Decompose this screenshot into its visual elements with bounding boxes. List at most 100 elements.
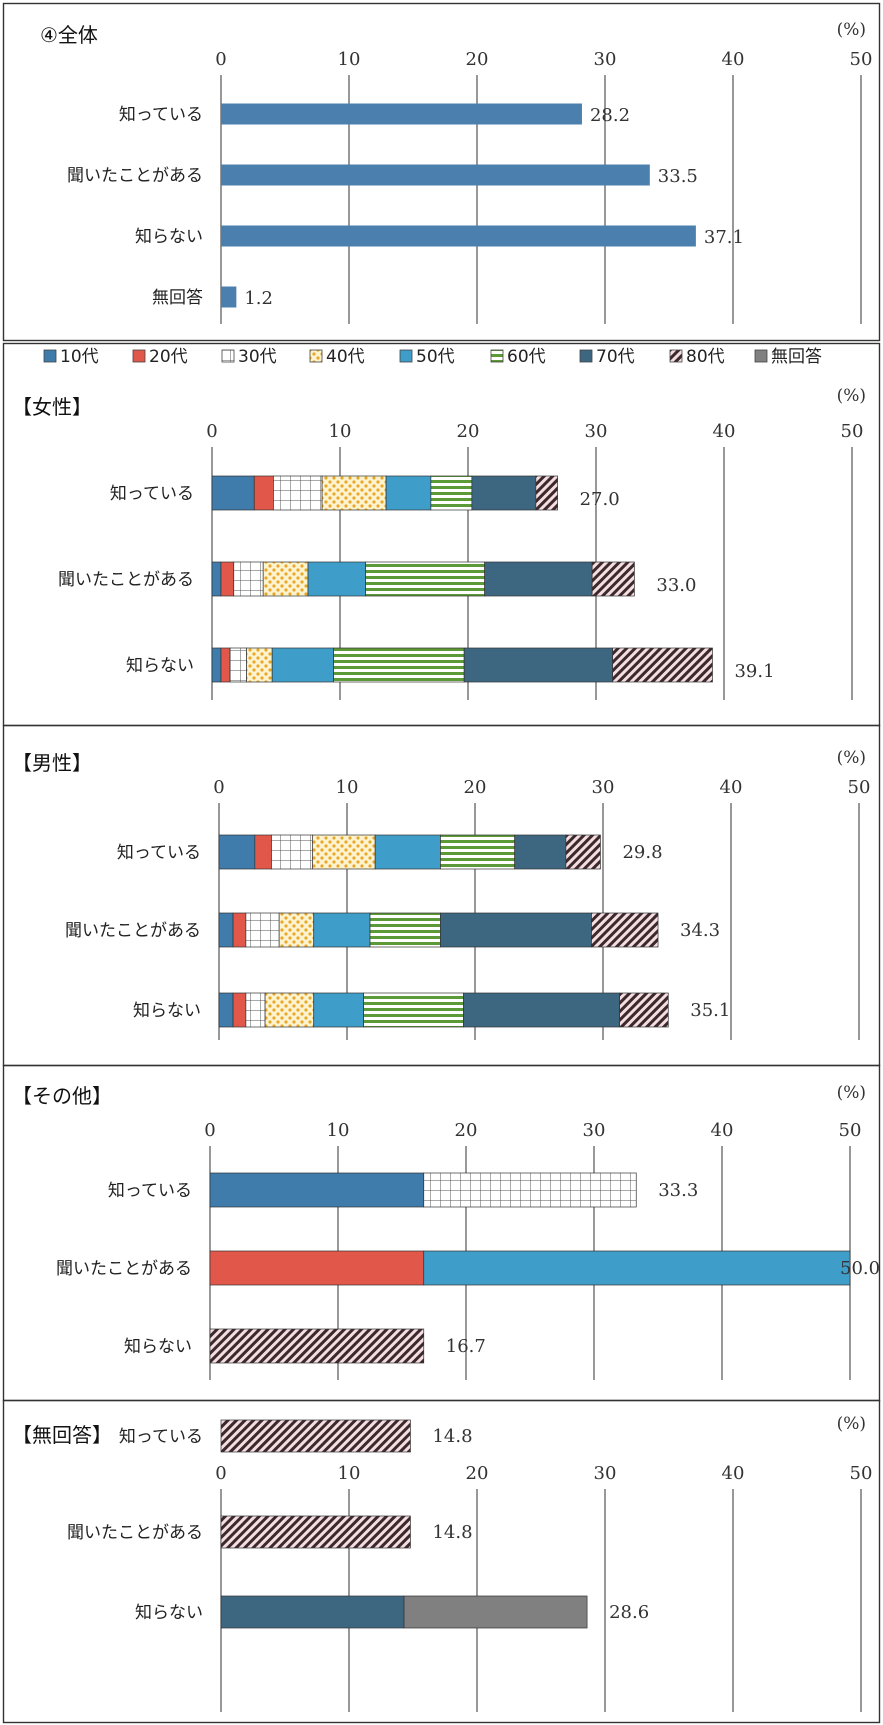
data-label: 14.8 — [432, 1522, 472, 1543]
chart-panel: 【女性】 (%) 0 10 20 30 40 50 知っている 27.0 聞いたことがある 33.0 知… — [12, 386, 866, 700]
data-label: 29.8 — [622, 842, 662, 863]
bar-segment — [591, 912, 659, 948]
legend-swatch — [309, 349, 323, 363]
bar-segment — [264, 992, 315, 1028]
panel-frame — [2, 1399, 881, 1724]
legend-swatch — [490, 349, 504, 363]
category-label: 聞いたことがある — [65, 921, 201, 941]
x-tick-label: 30 — [594, 1463, 617, 1484]
bar-segment — [369, 912, 441, 948]
bar-segment — [471, 475, 537, 511]
data-label: 28.6 — [609, 1602, 649, 1623]
bar-segment — [209, 1172, 425, 1208]
data-label: 35.1 — [690, 1000, 730, 1021]
data-label: 16.7 — [446, 1336, 486, 1357]
bar-segment — [363, 992, 464, 1028]
x-tick-label: 40 — [722, 1463, 745, 1484]
legend-item: 30代 — [221, 347, 277, 367]
x-tick-label: 40 — [713, 421, 736, 442]
legend-swatch — [579, 349, 593, 363]
x-tick-label: 50 — [839, 1120, 862, 1141]
legend-item: 20代 — [132, 347, 188, 367]
x-tick-label: 30 — [592, 777, 615, 798]
panel-title: ④全体 — [40, 23, 98, 47]
x-tick-label: 50 — [841, 421, 864, 442]
category-label: 聞いたことがある — [67, 1523, 203, 1543]
bar-segment — [385, 475, 432, 511]
chart-panel: 【男性】 (%) 0 10 20 30 40 50 知っている 29.8 聞いたことがある 34.3 知… — [12, 748, 870, 1040]
data-label: 33.3 — [658, 1180, 698, 1201]
data-label: 28.2 — [590, 105, 630, 126]
category-label: 知らない — [135, 1603, 203, 1623]
chart-panel: 【その他】 (%) 0 10 20 30 40 50 知っている 33.3 聞いたことがある 50.0… — [12, 1083, 880, 1380]
x-tick-label: 20 — [455, 1120, 478, 1141]
category-label: 知らない — [124, 1337, 192, 1357]
bar-segment — [245, 912, 280, 948]
legend-label: 30代 — [238, 347, 277, 367]
x-tick-label: 0 — [204, 1120, 215, 1141]
bar-segment — [254, 834, 272, 870]
category-label: 聞いたことがある — [67, 166, 203, 186]
bar-segment — [218, 912, 234, 948]
unit-label: (%) — [837, 748, 866, 768]
legend-item: 60代 — [490, 347, 546, 367]
category-label: 聞いたことがある — [56, 1259, 192, 1279]
bar-segment — [262, 561, 309, 597]
x-tick-label: 20 — [457, 421, 480, 442]
bar-segment — [313, 992, 364, 1028]
panel-title: 【その他】 — [12, 1084, 112, 1108]
panel-title: 【無回答】 — [12, 1423, 112, 1447]
bar-segment — [211, 647, 222, 683]
bar-segment — [591, 561, 635, 597]
x-tick-label: 30 — [594, 49, 617, 70]
data-label: 33.0 — [656, 575, 696, 596]
x-tick-label: 40 — [722, 49, 745, 70]
legend-label: 50代 — [416, 347, 455, 367]
bar-segment — [218, 992, 234, 1028]
bar-segment — [307, 561, 366, 597]
bar-segment — [321, 475, 387, 511]
legend-label: 60代 — [507, 347, 546, 367]
bar-segment — [565, 834, 601, 870]
bar-segment — [423, 1250, 851, 1286]
legend-swatch — [43, 349, 57, 363]
bar-segment — [245, 992, 266, 1028]
bar — [221, 286, 237, 308]
unit-label: (%) — [837, 1414, 866, 1434]
legend-item: 50代 — [399, 347, 455, 367]
category-label: 知らない — [133, 1001, 201, 1021]
bar-segment — [430, 475, 473, 511]
bar-segment — [440, 912, 592, 948]
bar-segment — [232, 912, 247, 948]
bar-segment — [271, 834, 313, 870]
category-label: 知っている — [108, 1181, 192, 1201]
legend-item: 10代 — [43, 347, 99, 367]
legend-swatch — [669, 349, 683, 363]
legend-label: 70代 — [596, 347, 635, 367]
chart-panel: 【無回答】 (%) 0 10 20 30 40 50 知っている 14.8 聞いたことがある 14.8… — [12, 1414, 872, 1712]
x-tick-label: 0 — [215, 49, 226, 70]
legend-swatch — [132, 349, 146, 363]
bar-segment — [220, 561, 235, 597]
bar-segment — [211, 475, 255, 511]
x-tick-label: 30 — [583, 1120, 606, 1141]
bar-segment — [535, 475, 558, 511]
panel-title: 【男性】 — [12, 751, 92, 775]
data-label: 50.0 — [840, 1258, 880, 1279]
x-tick-label: 10 — [329, 421, 352, 442]
data-label: 34.3 — [680, 920, 720, 941]
data-label: 1.2 — [244, 288, 273, 309]
bar-segment — [220, 1595, 405, 1629]
x-tick-label: 0 — [215, 1463, 226, 1484]
x-tick-label: 50 — [848, 777, 871, 798]
category-label: 無回答 — [152, 288, 203, 308]
legend-item: 80代 — [669, 347, 725, 367]
bar — [221, 225, 696, 247]
x-tick-label: 10 — [327, 1120, 350, 1141]
bar-segment — [312, 834, 376, 870]
x-tick-label: 20 — [466, 1463, 489, 1484]
bar-segment — [333, 647, 465, 683]
bar-segment — [211, 561, 222, 597]
data-label: 14.8 — [432, 1426, 472, 1447]
